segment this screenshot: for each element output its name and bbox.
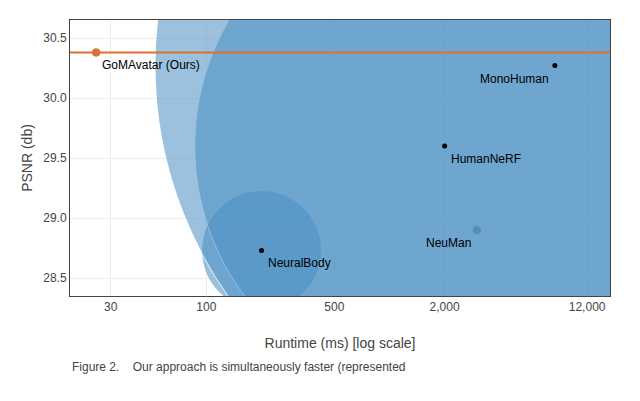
svg-text:29.0: 29.0 xyxy=(43,211,67,225)
svg-text:PSNR (db): PSNR (db) xyxy=(19,124,35,192)
svg-text:2,000: 2,000 xyxy=(430,300,460,314)
svg-text:12,000: 12,000 xyxy=(569,300,606,314)
svg-text:Figure 2. Our approach is s: Figure 2. Our approach is simultaneously… xyxy=(72,360,406,374)
svg-text:30.5: 30.5 xyxy=(43,31,67,45)
svg-text:HumanNeRF: HumanNeRF xyxy=(451,152,521,166)
svg-text:MonoHuman: MonoHuman xyxy=(480,72,549,86)
svg-text:28.5: 28.5 xyxy=(43,271,67,285)
svg-text:500: 500 xyxy=(324,300,344,314)
svg-text:30: 30 xyxy=(104,300,118,314)
svg-text:29.5: 29.5 xyxy=(43,151,67,165)
svg-text:Runtime (ms) [log scale]: Runtime (ms) [log scale] xyxy=(265,335,416,351)
svg-text:100: 100 xyxy=(196,300,216,314)
svg-text:GoMAvatar (Ours): GoMAvatar (Ours) xyxy=(102,58,200,72)
svg-text:NeuMan: NeuMan xyxy=(426,236,471,250)
svg-text:NeuralBody: NeuralBody xyxy=(268,256,331,270)
svg-text:30.0: 30.0 xyxy=(43,91,67,105)
